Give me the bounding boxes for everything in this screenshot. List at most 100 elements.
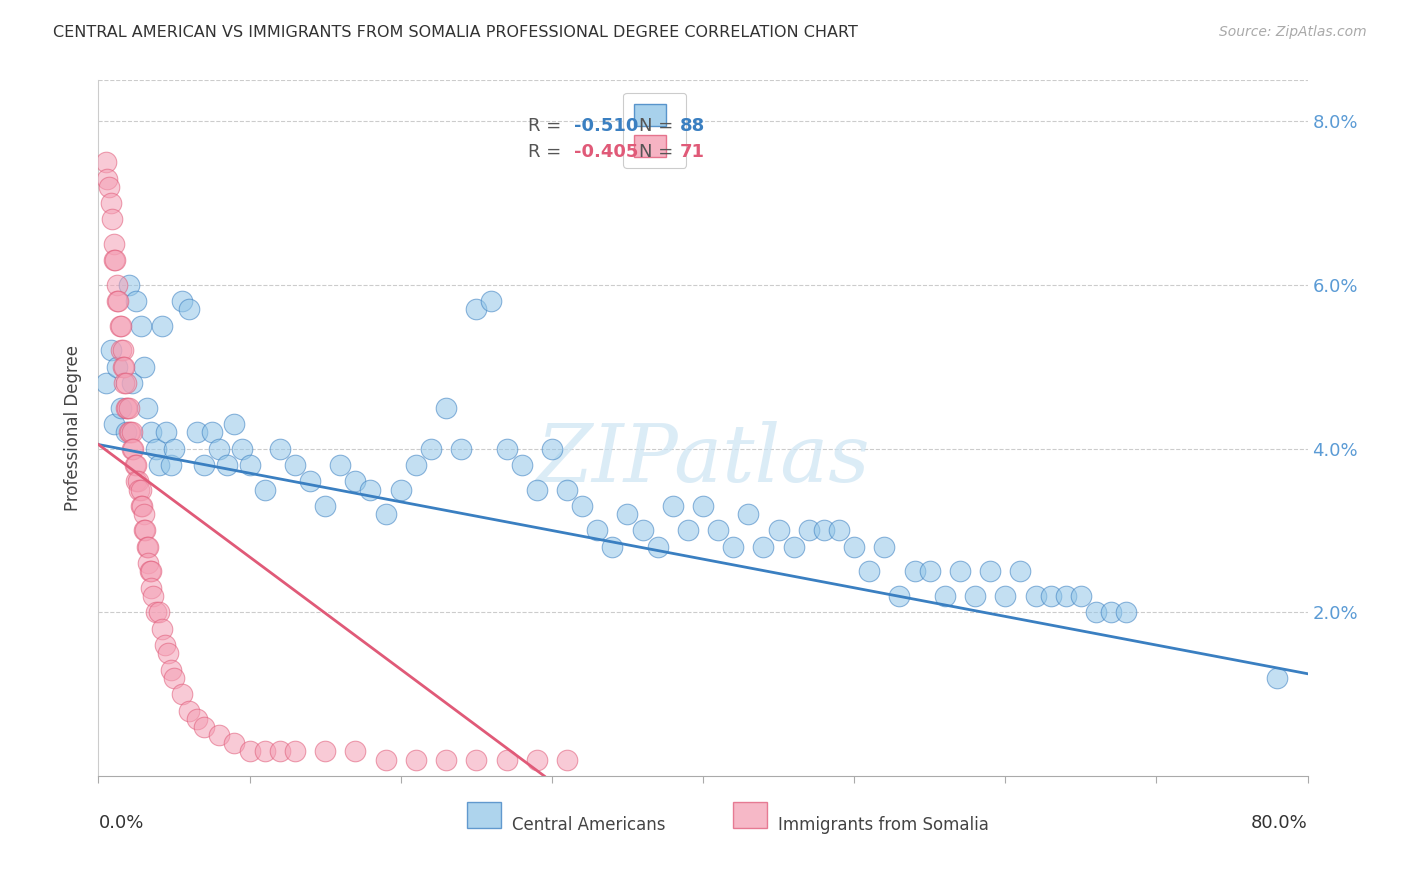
Point: [465, 302, 488, 317]
Point: [156, 646, 179, 660]
Text: 80.0%: 80.0%: [1251, 814, 1308, 832]
Point: [128, 483, 150, 497]
Point: [344, 475, 367, 489]
Point: [115, 401, 138, 415]
Point: [103, 417, 125, 431]
Point: [1085, 605, 1108, 619]
Point: [141, 425, 163, 440]
Point: [253, 483, 276, 497]
Point: [208, 442, 231, 456]
Point: [112, 376, 135, 391]
Point: [465, 753, 488, 767]
Point: [141, 565, 163, 579]
Point: [155, 425, 177, 440]
Point: [186, 425, 208, 440]
Point: [269, 442, 291, 456]
Point: [571, 499, 593, 513]
Point: [269, 744, 291, 758]
Point: [540, 442, 562, 456]
Point: [374, 507, 396, 521]
Point: [797, 524, 820, 538]
Point: [661, 499, 683, 513]
Point: [131, 499, 153, 513]
Text: Central Americans: Central Americans: [512, 815, 665, 834]
Point: [118, 277, 141, 292]
Text: R =: R =: [527, 143, 567, 161]
Point: [828, 524, 851, 538]
Point: [150, 622, 173, 636]
Point: [186, 712, 208, 726]
Point: [994, 589, 1017, 603]
Text: N =: N =: [638, 117, 679, 135]
Point: [170, 687, 193, 701]
Text: Source: ZipAtlas.com: Source: ZipAtlas.com: [1219, 25, 1367, 39]
Y-axis label: Professional Degree: Professional Degree: [65, 345, 83, 511]
Point: [160, 458, 183, 472]
Point: [934, 589, 956, 603]
Point: [239, 744, 262, 758]
Point: [450, 442, 472, 456]
Point: [129, 483, 152, 497]
Point: [1099, 605, 1122, 619]
Point: [125, 294, 148, 309]
Point: [122, 442, 145, 456]
Point: [114, 401, 136, 415]
Point: [224, 417, 246, 431]
Point: [389, 483, 412, 497]
Point: [94, 376, 117, 391]
Point: [100, 343, 122, 358]
Point: [132, 359, 155, 374]
Point: [299, 475, 322, 489]
Point: [129, 499, 152, 513]
Point: [193, 458, 215, 472]
Point: [707, 524, 730, 538]
Point: [114, 376, 136, 391]
Point: [103, 253, 125, 268]
Point: [1115, 605, 1137, 619]
Point: [284, 458, 307, 472]
Point: [918, 565, 941, 579]
Point: [208, 728, 231, 742]
Point: [555, 753, 578, 767]
Point: [526, 483, 548, 497]
Point: [150, 318, 173, 333]
Point: [179, 302, 201, 317]
Text: 71: 71: [681, 143, 704, 161]
Point: [98, 179, 121, 194]
Point: [1010, 565, 1032, 579]
Point: [284, 744, 307, 758]
Text: Immigrants from Somalia: Immigrants from Somalia: [778, 815, 988, 834]
Point: [979, 565, 1001, 579]
Point: [163, 671, 186, 685]
Point: [118, 425, 141, 440]
Point: [121, 425, 143, 440]
Point: [434, 753, 457, 767]
Point: [127, 475, 149, 489]
Point: [873, 540, 896, 554]
Point: [965, 589, 987, 603]
Point: [405, 458, 427, 472]
Point: [141, 581, 163, 595]
Point: [145, 442, 167, 456]
Point: [110, 343, 132, 358]
Point: [163, 442, 186, 456]
Point: [314, 499, 336, 513]
Point: [1039, 589, 1062, 603]
Point: [101, 212, 124, 227]
Point: [110, 318, 132, 333]
Point: [120, 425, 142, 440]
FancyBboxPatch shape: [734, 802, 768, 828]
Point: [129, 318, 152, 333]
Point: [118, 401, 141, 415]
Text: 0.0%: 0.0%: [98, 814, 143, 832]
Point: [135, 401, 157, 415]
Text: CENTRAL AMERICAN VS IMMIGRANTS FROM SOMALIA PROFESSIONAL DEGREE CORRELATION CHAR: CENTRAL AMERICAN VS IMMIGRANTS FROM SOMA…: [53, 25, 858, 40]
Point: [139, 565, 162, 579]
Point: [193, 720, 215, 734]
Point: [813, 524, 835, 538]
Point: [1054, 589, 1077, 603]
Point: [495, 442, 517, 456]
Point: [631, 524, 654, 538]
Point: [737, 507, 759, 521]
Point: [112, 359, 135, 374]
